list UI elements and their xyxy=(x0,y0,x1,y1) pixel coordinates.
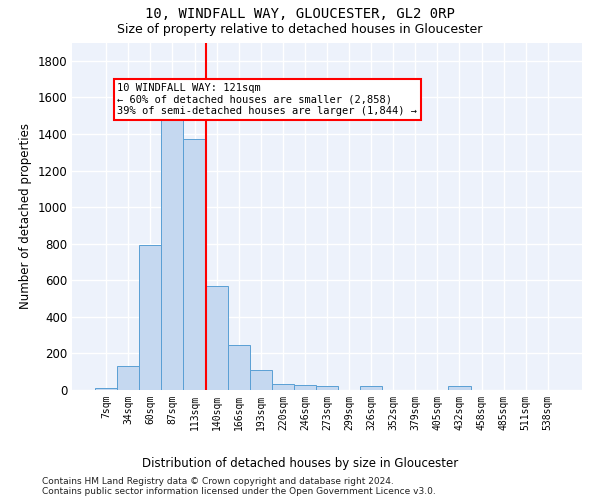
Text: 10, WINDFALL WAY, GLOUCESTER, GL2 0RP: 10, WINDFALL WAY, GLOUCESTER, GL2 0RP xyxy=(145,8,455,22)
Text: Contains public sector information licensed under the Open Government Licence v3: Contains public sector information licen… xyxy=(42,488,436,496)
Bar xyxy=(161,120,184,390)
Bar xyxy=(117,366,139,390)
Bar xyxy=(294,386,316,390)
Bar xyxy=(95,388,117,390)
Bar xyxy=(316,386,338,390)
Bar xyxy=(250,370,272,390)
Y-axis label: Number of detached properties: Number of detached properties xyxy=(19,123,32,309)
Bar xyxy=(139,244,161,390)
Text: Distribution of detached houses by size in Gloucester: Distribution of detached houses by size … xyxy=(142,458,458,470)
Bar xyxy=(360,386,382,390)
Text: 10 WINDFALL WAY: 121sqm
← 60% of detached houses are smaller (2,858)
39% of semi: 10 WINDFALL WAY: 121sqm ← 60% of detache… xyxy=(117,82,417,116)
Bar xyxy=(448,386,470,390)
Bar xyxy=(206,286,227,390)
Text: Size of property relative to detached houses in Gloucester: Size of property relative to detached ho… xyxy=(118,22,482,36)
Bar xyxy=(184,138,206,390)
Text: Contains HM Land Registry data © Crown copyright and database right 2024.: Contains HM Land Registry data © Crown c… xyxy=(42,478,394,486)
Bar xyxy=(227,344,250,390)
Bar xyxy=(272,384,294,390)
